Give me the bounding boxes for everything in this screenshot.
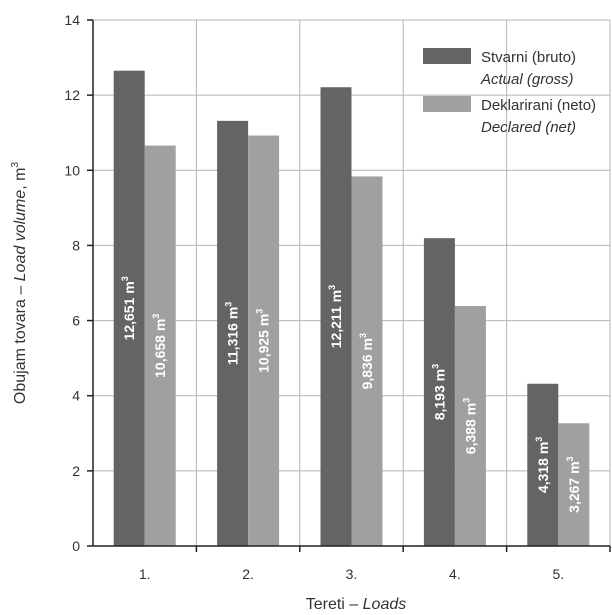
bar-label-unit: m xyxy=(225,307,241,319)
bar-label-value: 10,925 xyxy=(256,326,272,373)
y-tick-label: 0 xyxy=(72,538,80,554)
bars xyxy=(113,70,590,547)
legend-label-actual-en: Actual (gross) xyxy=(480,71,574,88)
bar-label-unit-sup: 3 xyxy=(461,398,471,403)
bar-label-unit-sup: 3 xyxy=(565,456,575,461)
y-tick-label: 10 xyxy=(64,162,80,178)
bar-label-series-2-cat-1: 10,658 m3 xyxy=(151,314,168,378)
y-axis-title-sep: – xyxy=(12,281,29,299)
y-tick-label: 8 xyxy=(72,237,80,253)
bar-label-unit-sup: 3 xyxy=(534,437,544,442)
bar-label-value: 3,267 xyxy=(566,474,582,513)
bar-series-1-cat-1 xyxy=(113,70,145,546)
x-axis-title-text: Tereti xyxy=(306,596,345,613)
bar-label-value: 4,318 xyxy=(535,454,551,493)
x-axis-title-sep: – xyxy=(345,596,363,613)
y-tick-labels: 0 2 4 6 8 10 12 14 xyxy=(64,12,80,554)
bar-series-2-cat-2 xyxy=(248,135,280,546)
x-tick-labels: 1. 2. 3. 4. 5. xyxy=(139,566,564,582)
bar-label-series-1-cat-2: 11,316 m3 xyxy=(224,302,241,365)
y-tick-label: 14 xyxy=(64,12,80,28)
bar-label-unit-sup: 3 xyxy=(120,276,130,281)
bar-label-unit: m xyxy=(359,338,375,350)
bar-label-unit-sup: 3 xyxy=(255,309,265,314)
bar-label-unit: m xyxy=(121,281,137,293)
y-tick-label: 4 xyxy=(72,388,80,404)
y-tick-label: 6 xyxy=(72,313,80,329)
x-tick-label: 1. xyxy=(139,566,151,582)
legend-swatch-declared xyxy=(423,96,471,112)
legend-label-declared: Deklarirani (neto) xyxy=(481,97,596,114)
y-axis-title: Obujam tovara – Load volume, m3 xyxy=(10,161,29,404)
legend-swatch-actual xyxy=(423,48,471,64)
bar-series-2-cat-1 xyxy=(144,145,176,546)
bar-label-series-2-cat-3: 9,836 m3 xyxy=(358,333,375,389)
bar-series-2-cat-5 xyxy=(558,423,590,546)
bar-label-series-2-cat-2: 10,925 m3 xyxy=(255,309,272,373)
bar-label-series-1-cat-4: 8,193 m3 xyxy=(430,364,447,420)
legend-label-declared-en: Declared (net) xyxy=(481,119,576,136)
y-axis-title-unit-sup: 3 xyxy=(10,161,21,167)
x-axis-title: Tereti – Loads xyxy=(306,596,407,613)
y-tick-label: 2 xyxy=(72,463,80,479)
y-axis-title-italic: Load volume xyxy=(12,190,29,282)
bar-label-unit-sup: 3 xyxy=(224,302,234,307)
axes xyxy=(87,19,611,552)
bar-series-1-cat-4 xyxy=(423,238,455,546)
x-tick-label: 2. xyxy=(242,566,254,582)
x-tick-label: 4. xyxy=(449,566,461,582)
bar-label-unit: m xyxy=(328,290,344,302)
bar-series-1-cat-2 xyxy=(217,120,249,547)
bar-label-unit: m xyxy=(152,319,168,331)
bar-label-unit: m xyxy=(535,442,551,454)
legend-label-actual: Stvarni (bruto) xyxy=(481,49,576,66)
bar-label-series-1-cat-3: 12,211 m3 xyxy=(327,285,344,348)
bar-label-series-2-cat-5: 3,267 m3 xyxy=(565,456,582,512)
bar-series-1-cat-5 xyxy=(527,383,559,546)
bar-label-series-1-cat-1: 12,651 m3 xyxy=(120,276,137,340)
x-tick-label: 5. xyxy=(552,566,564,582)
bar-label-series-2-cat-4: 6,388 m3 xyxy=(461,398,478,454)
bar-label-unit-sup: 3 xyxy=(430,364,440,369)
bar-label-value: 12,211 xyxy=(328,302,344,348)
bar-label-unit-sup: 3 xyxy=(358,333,368,338)
y-tick-label: 12 xyxy=(64,87,80,103)
bar-label-unit-sup: 3 xyxy=(151,314,161,319)
bar-label-unit: m xyxy=(462,403,478,415)
bar-label-value: 6,388 xyxy=(462,415,478,454)
y-axis-title-text: Obujam tovara xyxy=(12,299,29,404)
x-axis-title-italic: Loads xyxy=(363,596,407,613)
bar-series-2-cat-4 xyxy=(454,305,486,546)
bar-series-2-cat-3 xyxy=(351,176,383,546)
bar-label-value: 10,658 xyxy=(152,331,168,378)
x-tick-label: 3. xyxy=(346,566,358,582)
bar-label-unit-sup: 3 xyxy=(327,285,337,290)
bar-series-1-cat-3 xyxy=(320,87,352,547)
bar-label-value: 12,651 xyxy=(121,294,137,341)
y-axis-title-unit: , m xyxy=(12,167,29,189)
bar-label-series-1-cat-5: 4,318 m3 xyxy=(534,437,551,493)
bar-label-unit: m xyxy=(566,461,582,473)
bar-label-value: 11,316 xyxy=(225,319,241,365)
legend: Stvarni (bruto) Actual (gross) Deklarira… xyxy=(423,48,596,136)
bar-label-value: 9,836 xyxy=(359,350,375,389)
bar-label-value: 8,193 xyxy=(431,381,447,420)
bar-label-unit: m xyxy=(431,369,447,381)
bar-label-unit: m xyxy=(256,314,272,326)
